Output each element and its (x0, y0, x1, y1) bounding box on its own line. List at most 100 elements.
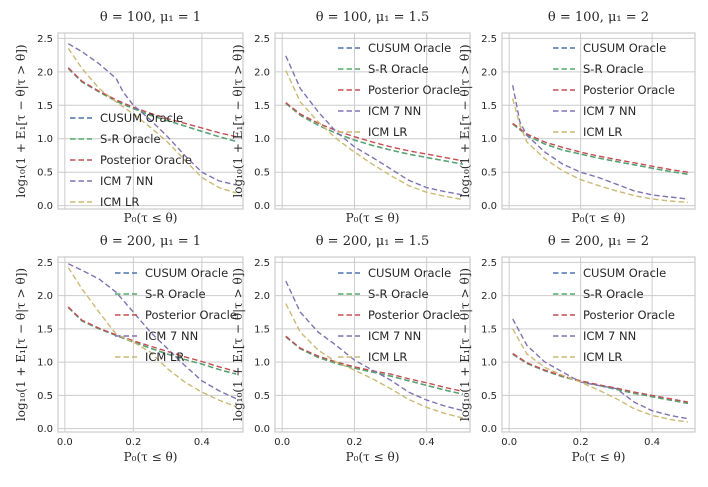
y-tick-label: 2.0 (37, 291, 53, 302)
y-tick-label: 1.0 (37, 358, 53, 369)
legend-entry: ICM LR (583, 350, 622, 364)
y-tick-label: 0.0 (481, 424, 497, 435)
y-tick-label: 2.0 (481, 67, 497, 78)
legend-entry: Posterior Oracle (583, 308, 675, 322)
legend-entry: Posterior Oracle (368, 308, 460, 322)
y-axis-label: log₁₀(1 + E₁[τ − θ|τ > θ]) (458, 268, 472, 421)
legend-entry: ICM LR (583, 125, 622, 139)
subplot-title: θ = 100, μ₁ = 1 (100, 10, 201, 25)
y-tick-label: 0.5 (481, 391, 497, 402)
legend-entry: Posterior Oracle (145, 308, 237, 322)
legend: CUSUM Oracle S-R Oracle Posterior Oracle IC… (338, 41, 460, 139)
y-tick-label: 1.5 (481, 324, 497, 335)
x-tick-label: 0.0 (501, 437, 517, 448)
series-line-icm-7-nn (285, 280, 463, 412)
x-axis-label: P₀(τ ≤ θ) (572, 450, 626, 464)
plot-frame (501, 32, 696, 210)
series-line-posterior-oracle (67, 67, 237, 138)
legend-entry: ICM 7 NN (100, 174, 153, 188)
legend-entry: ICM 7 NN (583, 329, 636, 343)
y-tick-label: 1.5 (37, 101, 53, 112)
y-tick-label: 1.0 (481, 358, 497, 369)
subplot-title: θ = 200, μ₁ = 1.5 (316, 234, 430, 249)
x-tick-label: 0.4 (644, 437, 660, 448)
y-tick-label: 0.0 (37, 201, 53, 212)
legend: CUSUM Oracle S-R Oracle Posterior Oracle IC… (338, 266, 460, 364)
plot-area (58, 33, 243, 209)
subplot-1: 0.0 0.5 1.0 1.5 2.0 2.5 θ = 100, μ₁ = 1 P₀(τ ≤ … (14, 10, 244, 225)
legend-entry: Posterior Oracle (100, 153, 192, 167)
legend: CUSUM Oracle S-R Oracle Posterior Oracle IC… (553, 41, 675, 139)
series-line-icm-7-nn (67, 263, 237, 400)
subplot-title: θ = 200, μ₁ = 1 (100, 234, 201, 249)
y-tick-label: 1.0 (254, 358, 270, 369)
legend-entry: S-R Oracle (583, 62, 644, 76)
legend-entry: Posterior Oracle (583, 83, 675, 97)
plot-area (502, 257, 695, 432)
subplot-5: 0.0 0.5 1.0 1.5 2.0 2.5 0.0 0.2 0.4 θ = 200, μ₁ =… (231, 234, 471, 464)
legend-entry: CUSUM Oracle (145, 266, 228, 280)
series-line-posterior-oracle (512, 352, 689, 403)
x-tick-label: 0.0 (274, 437, 290, 448)
series-line-icm-lr (285, 70, 463, 201)
subplot-4: 0.0 0.5 1.0 1.5 2.0 2.5 0.0 0.2 0.4 θ = 200, μ₁ =… (14, 234, 244, 464)
y-tick-label: 0.5 (37, 391, 53, 402)
plot-frame (57, 32, 244, 210)
y-tick-label: 2.5 (37, 258, 53, 269)
y-tick-label: 1.5 (481, 101, 497, 112)
legend-entry: Posterior Oracle (368, 83, 460, 97)
plot-area (58, 257, 243, 432)
legend: CUSUM Oracle S-R Oracle Posterior Oracle IC… (115, 266, 237, 364)
legend-entry: CUSUM Oracle (100, 111, 183, 125)
series-line-s-r-oracle (285, 102, 463, 165)
y-axis-label: log₁₀(1 + E₁[τ − θ|τ > θ]) (231, 268, 245, 421)
legend-entry: CUSUM Oracle (368, 41, 451, 55)
subplot-title: θ = 200, μ₁ = 2 (548, 234, 649, 249)
y-tick-label: 0.0 (37, 424, 53, 435)
x-tick-label: 0.4 (194, 437, 210, 448)
series-line-s-r-oracle (67, 67, 237, 143)
subplot-2: 0.0 0.5 1.0 1.5 2.0 2.5 θ = 100, μ₁ = 1.5 P₀(τ … (231, 10, 471, 225)
x-axis-label: P₀(τ ≤ θ) (346, 450, 400, 464)
legend-entry: ICM LR (368, 350, 407, 364)
legend: CUSUM Oracle S-R Oracle Posterior Oracle IC… (70, 111, 192, 209)
x-axis-label: P₀(τ ≤ θ) (346, 211, 400, 225)
y-tick-label: 1.5 (37, 324, 53, 335)
legend-entry: ICM LR (368, 125, 407, 139)
legend-entry: ICM 7 NN (583, 104, 636, 118)
plot-frame (501, 256, 696, 433)
x-tick-label: 0.0 (57, 437, 73, 448)
series-line-icm-7-nn (512, 318, 689, 420)
y-tick-label: 2.5 (481, 258, 497, 269)
plot-frame (57, 256, 244, 433)
subplot-3: 0.0 0.5 1.0 1.5 2.0 2.5 θ = 100, μ₁ = 2 P₀(τ ≤ … (458, 10, 696, 225)
y-tick-label: 2.0 (254, 291, 270, 302)
y-tick-label: 1.0 (481, 134, 497, 145)
series-line-icm-7-nn (67, 43, 237, 186)
legend-entry: S-R Oracle (145, 287, 206, 301)
y-tick-label: 2.0 (37, 67, 53, 78)
y-tick-label: 0.5 (37, 168, 53, 179)
subplot-title: θ = 100, μ₁ = 1.5 (316, 10, 430, 25)
y-tick-label: 0.5 (254, 391, 270, 402)
y-axis-label: log₁₀(1 + E₁[τ − θ|τ > θ]) (14, 44, 28, 197)
series-line-icm-lr (512, 328, 689, 423)
plot-frame (274, 32, 471, 210)
plot-area (275, 257, 470, 432)
y-tick-label: 1.0 (37, 134, 53, 145)
series-line-icm-7-nn (512, 85, 688, 200)
x-tick-label: 0.2 (125, 437, 141, 448)
series-line-icm-lr (67, 48, 237, 194)
x-axis-label: P₀(τ ≤ θ) (124, 450, 178, 464)
x-axis-label: P₀(τ ≤ θ) (124, 211, 178, 225)
y-tick-label: 2.0 (254, 67, 270, 78)
y-tick-label: 1.0 (254, 134, 270, 145)
legend-entry: S-R Oracle (583, 287, 644, 301)
y-tick-label: 2.5 (37, 34, 53, 45)
y-tick-label: 2.0 (481, 291, 497, 302)
legend-entry: CUSUM Oracle (583, 266, 666, 280)
y-tick-label: 2.5 (254, 34, 270, 45)
plot-area (502, 33, 695, 209)
subplot-6: 0.0 0.5 1.0 1.5 2.0 2.5 0.0 0.2 0.4 θ = 200, μ₁ =… (458, 234, 696, 464)
series-line-icm-lr (67, 267, 237, 408)
